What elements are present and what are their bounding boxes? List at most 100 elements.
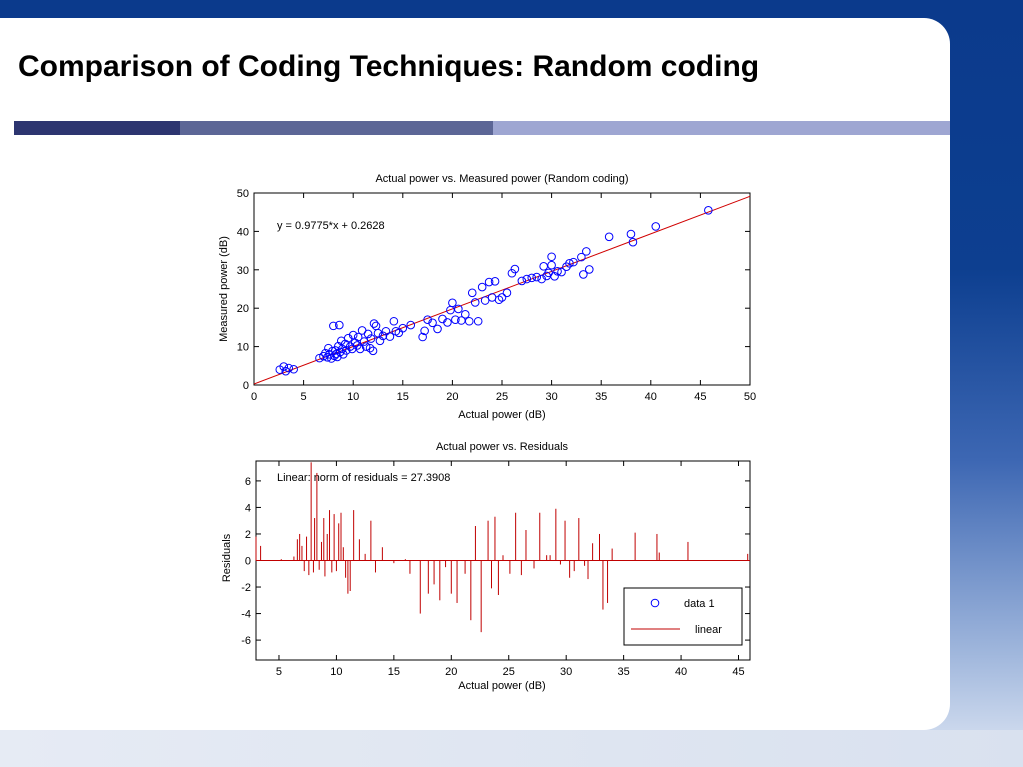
scatter-point bbox=[473, 316, 483, 326]
scatter-chart-title: Actual power vs. Measured power (Random … bbox=[375, 173, 628, 185]
residual-stems bbox=[255, 462, 749, 633]
scatter-point bbox=[385, 332, 395, 341]
scatter-point bbox=[284, 363, 294, 373]
scatter-y-tick-label: 20 bbox=[237, 303, 249, 315]
scatter-point bbox=[467, 288, 477, 298]
scatter-point bbox=[460, 310, 470, 319]
scatter-point bbox=[464, 316, 474, 326]
scatter-point bbox=[423, 315, 432, 325]
scatter-point bbox=[281, 366, 291, 376]
residual-y-tick-label: -4 bbox=[241, 609, 251, 621]
residual-legend: data 1 linear bbox=[623, 587, 743, 646]
scatter-point bbox=[443, 318, 452, 327]
scatter-point bbox=[373, 328, 383, 338]
scatter-point bbox=[547, 252, 556, 262]
scatter-x-tick-label: 25 bbox=[496, 391, 508, 403]
residual-y-tick-label: 6 bbox=[245, 476, 251, 488]
residual-y-tick-label: -2 bbox=[241, 582, 251, 594]
scatter-y-tick-label: 0 bbox=[243, 380, 249, 392]
residual-x-tick-label: 20 bbox=[445, 666, 457, 678]
residual-y-tick-label: -6 bbox=[241, 635, 251, 647]
scatter-y-tick-label: 40 bbox=[237, 226, 249, 238]
scatter-point bbox=[553, 267, 562, 276]
scatter-x-tick-label: 10 bbox=[347, 391, 359, 403]
residual-x-tick-label: 30 bbox=[560, 666, 572, 678]
scatter-x-tick-label: 35 bbox=[595, 391, 607, 403]
scatter-point bbox=[626, 229, 636, 239]
scatter-point bbox=[510, 264, 520, 274]
scatter-point bbox=[494, 295, 504, 305]
scatter-x-tick-label: 20 bbox=[446, 391, 458, 403]
scatter-point bbox=[490, 277, 500, 286]
scatter-x-tick-label: 5 bbox=[301, 391, 307, 403]
scatter-x-tick-label: 50 bbox=[744, 391, 756, 403]
residual-x-tick-label: 15 bbox=[388, 666, 400, 678]
legend-circle-marker-icon bbox=[650, 598, 660, 608]
scatter-y-tick-label: 50 bbox=[237, 188, 249, 200]
scatter-point bbox=[333, 352, 342, 362]
scatter-point bbox=[451, 315, 460, 325]
scatter-point bbox=[484, 277, 494, 287]
scatter-x-tick-label: 40 bbox=[645, 391, 657, 403]
residual-y-tick-label: 2 bbox=[245, 529, 251, 541]
scatter-point bbox=[584, 265, 594, 274]
scatter-point bbox=[604, 232, 614, 242]
slide-title: Comparison of Coding Techniques: Random … bbox=[18, 50, 760, 83]
scatter-point bbox=[550, 272, 559, 281]
scatter-point bbox=[348, 330, 358, 340]
legend-entry-fit: linear bbox=[695, 624, 722, 636]
scatter-point bbox=[337, 344, 347, 354]
scatter-data-points bbox=[275, 205, 713, 376]
scatter-point bbox=[325, 349, 334, 359]
scatter-point bbox=[428, 318, 437, 328]
residual-x-tick-label: 35 bbox=[618, 666, 630, 678]
scatter-point bbox=[289, 364, 298, 374]
scatter-point bbox=[420, 326, 429, 336]
scatter-point bbox=[363, 329, 373, 339]
scatter-point bbox=[361, 342, 371, 351]
residual-x-tick-label: 25 bbox=[503, 666, 515, 678]
slide-bottom-band bbox=[0, 730, 1023, 767]
scatter-point bbox=[477, 282, 487, 292]
scatter-point bbox=[577, 252, 586, 262]
residual-norm-annotation: Linear: norm of residuals = 27.3908 bbox=[277, 472, 450, 484]
scatter-point bbox=[353, 332, 363, 342]
scatter-point bbox=[582, 247, 591, 256]
scatter-fit-equation: y = 0.9775*x + 0.2628 bbox=[277, 220, 385, 232]
residual-chart-title: Actual power vs. Residuals bbox=[436, 441, 569, 453]
scatter-point bbox=[335, 320, 344, 330]
residual-y-tick-label: 0 bbox=[245, 556, 251, 568]
residual-y-axis-label: Residuals bbox=[221, 533, 233, 582]
scatter-point bbox=[433, 324, 442, 334]
scatter-plot: Actual power vs. Measured power (Random … bbox=[218, 173, 756, 421]
scatter-point bbox=[365, 343, 375, 353]
scatter-x-tick-label: 30 bbox=[545, 391, 557, 403]
scatter-point bbox=[547, 260, 556, 270]
scatter-point bbox=[522, 274, 532, 284]
scatter-point bbox=[398, 323, 408, 333]
title-rule-segment-dark bbox=[14, 121, 180, 135]
scatter-point bbox=[497, 293, 507, 302]
scatter-point bbox=[628, 237, 638, 247]
scatter-point bbox=[480, 296, 490, 305]
residual-x-tick-label: 40 bbox=[675, 666, 687, 678]
legend-box bbox=[623, 587, 743, 646]
scatter-point bbox=[369, 319, 379, 328]
scatter-point bbox=[355, 344, 365, 354]
scatter-point bbox=[378, 331, 388, 341]
residual-x-tick-label: 5 bbox=[276, 666, 282, 678]
scatter-point bbox=[418, 332, 427, 342]
residual-x-axis-label: Actual power (dB) bbox=[458, 680, 545, 692]
residual-x-tick-label: 10 bbox=[330, 666, 342, 678]
scatter-point bbox=[454, 304, 463, 314]
scatter-y-tick-label: 30 bbox=[237, 265, 249, 277]
scatter-point bbox=[579, 270, 588, 279]
scatter-point bbox=[517, 276, 527, 286]
scatter-point bbox=[389, 316, 399, 326]
scatter-point bbox=[359, 337, 369, 346]
scatter-point bbox=[329, 321, 338, 331]
scatter-point bbox=[375, 336, 385, 346]
scatter-ticks: 0 5 10 15 20 25 30 35 40 45 50 0 10 20 30 40 50 bbox=[237, 188, 756, 403]
